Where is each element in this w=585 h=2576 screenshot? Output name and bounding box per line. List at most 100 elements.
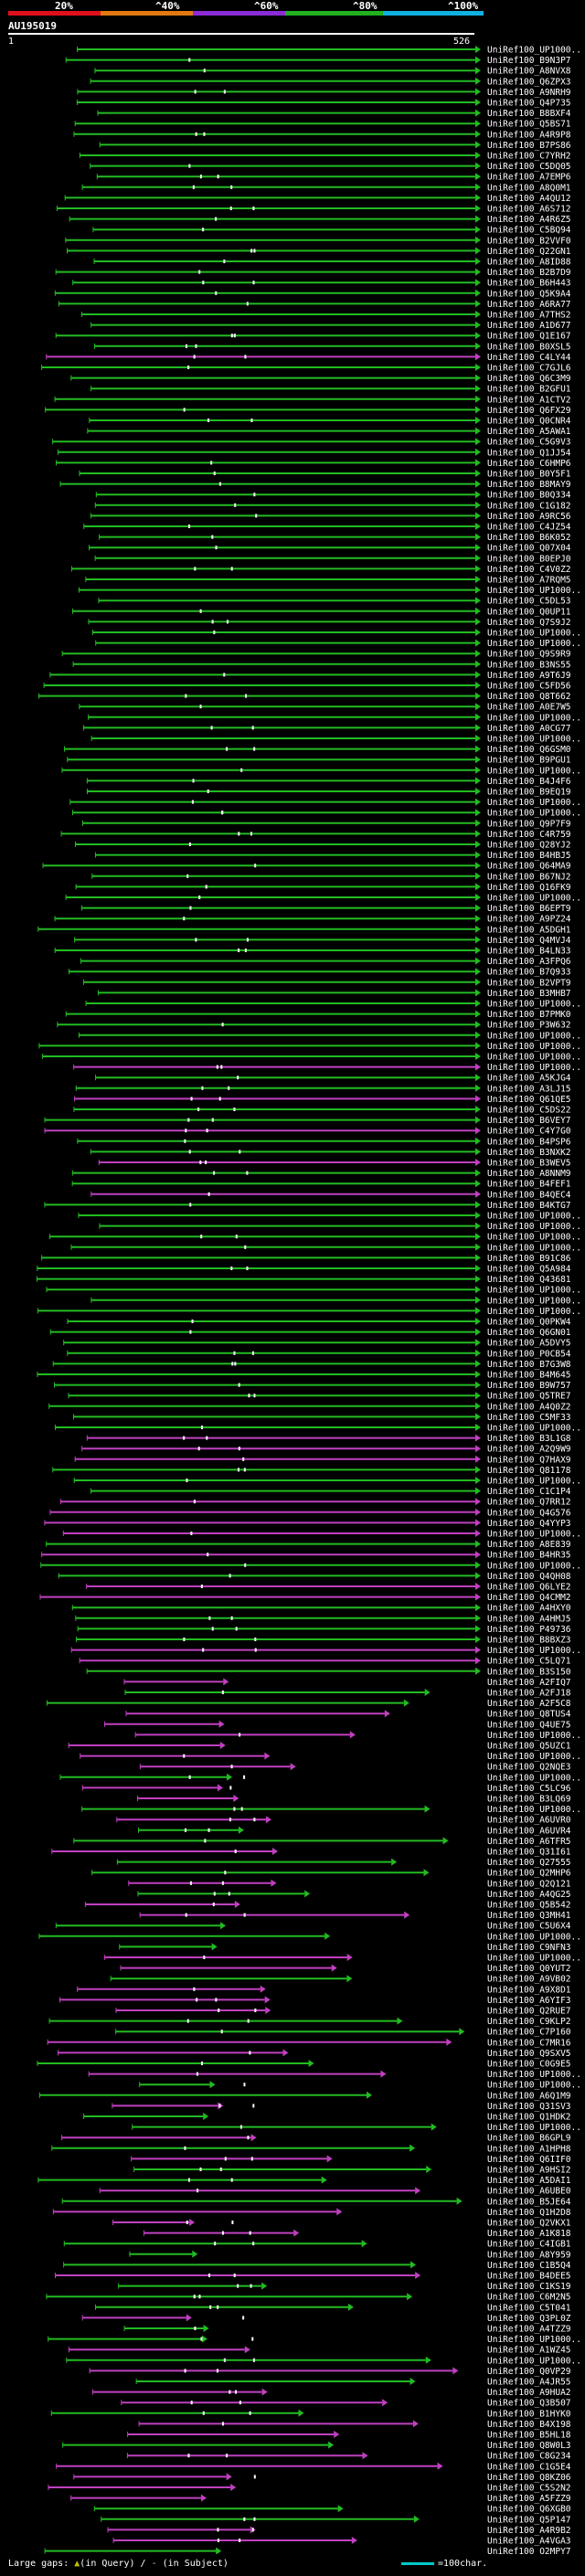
hit-label[interactable]: UniRef100_A6UVR4 [487, 1826, 571, 1836]
hit-label[interactable]: UniRef100_A8NVX8 [487, 67, 571, 77]
hit-label[interactable]: UniRef100_B7G3W8 [487, 1360, 571, 1370]
hit-label[interactable]: UniRef100_C5G9V3 [487, 438, 571, 448]
hit-label[interactable]: UniRef100_A0E7W5 [487, 703, 571, 713]
hit-label[interactable]: UniRef100_C0G9E5 [487, 2060, 571, 2070]
hit-label[interactable]: UniRef100_UP1000.. [487, 1805, 581, 1815]
hit-label[interactable]: UniRef100_C5T041 [487, 2303, 571, 2313]
hit-label[interactable]: UniRef100_A9NRH9 [487, 88, 571, 98]
hit-label[interactable]: UniRef100_UP1000.. [487, 1243, 581, 1253]
hit-label[interactable]: UniRef100_A0CG77 [487, 724, 571, 734]
hit-label[interactable]: UniRef100_A2Q9W9 [487, 1445, 571, 1455]
hit-label[interactable]: UniRef100_UP1000.. [487, 2123, 581, 2133]
hit-label[interactable]: UniRef100_C4IGB1 [487, 2240, 571, 2250]
hit-label[interactable]: UniRef100_B3NS55 [487, 660, 571, 670]
hit-label[interactable]: UniRef100_A4HXY0 [487, 1604, 571, 1614]
hit-label[interactable]: UniRef100_UP1000.. [487, 1031, 581, 1041]
hit-label[interactable]: UniRef100_C7GJL6 [487, 364, 571, 374]
hit-label[interactable]: UniRef100_B4HBJ5 [487, 851, 571, 861]
hit-label[interactable]: UniRef100_Q2NQE3 [487, 1763, 571, 1773]
hit-label[interactable]: UniRef100_C9NFN3 [487, 1943, 571, 1953]
hit-label[interactable]: UniRef100_UP1000.. [487, 1954, 581, 1964]
hit-label[interactable]: UniRef100_Q6C3M9 [487, 374, 571, 384]
hit-label[interactable]: UniRef100_Q28YJ2 [487, 841, 571, 851]
hit-label[interactable]: UniRef100_A1HPH8 [487, 2144, 571, 2154]
hit-label[interactable]: UniRef100_Q2MHP6 [487, 1869, 571, 1879]
hit-label[interactable]: UniRef100_Q4YYP3 [487, 1519, 571, 1529]
hit-label[interactable]: UniRef100_P3W632 [487, 1021, 571, 1031]
hit-label[interactable]: UniRef100_B4FEF1 [487, 1180, 571, 1190]
hit-label[interactable]: UniRef100_B0Q334 [487, 491, 571, 501]
hit-label[interactable]: UniRef100_UP1000.. [487, 2356, 581, 2366]
hit-label[interactable]: UniRef100_B9N3P7 [487, 56, 571, 66]
hit-label[interactable]: UniRef100_UP1000.. [487, 1731, 581, 1741]
hit-label[interactable]: UniRef100_C5DQ05 [487, 162, 571, 172]
hit-label[interactable]: UniRef100_Q5BS71 [487, 120, 571, 130]
hit-label[interactable]: UniRef100_A9RC56 [487, 512, 571, 522]
hit-label[interactable]: UniRef100_Q31I61 [487, 1848, 571, 1858]
hit-label[interactable]: UniRef100_A2FIQ7 [487, 1678, 571, 1688]
hit-label[interactable]: UniRef100_Q1E167 [487, 332, 571, 342]
hit-label[interactable]: UniRef100_B67NJ2 [487, 872, 571, 882]
hit-label[interactable]: UniRef100_A1D677 [487, 321, 571, 331]
hit-label[interactable]: UniRef100_UP1000.. [487, 1042, 581, 1052]
hit-label[interactable]: UniRef100_UP1000.. [487, 1222, 581, 1232]
hit-label[interactable]: UniRef100_C5BQ94 [487, 226, 571, 236]
hit-label[interactable]: UniRef100_UP1000.. [487, 1424, 581, 1434]
hit-label[interactable]: UniRef100_Q5UZC1 [487, 1742, 571, 1752]
hit-label[interactable]: UniRef100_C5U6X4 [487, 1922, 571, 1932]
hit-label[interactable]: UniRef100_UP1000.. [487, 639, 581, 649]
hit-label[interactable]: UniRef100_Q9SXV5 [487, 2049, 571, 2059]
hit-label[interactable]: UniRef100_Q81178 [487, 1466, 571, 1476]
hit-label[interactable]: UniRef100_UP1000.. [487, 2081, 581, 2091]
hit-label[interactable]: UniRef100_A3FPQ6 [487, 957, 571, 967]
hit-label[interactable]: UniRef100_A6TFR5 [487, 1837, 571, 1847]
hit-label[interactable]: UniRef100_A6YIF3 [487, 1996, 571, 2006]
hit-label[interactable]: UniRef100_Q6GN01 [487, 1328, 571, 1338]
hit-label[interactable]: UniRef100_A6UVR0 [487, 1816, 571, 1826]
hit-label[interactable]: UniRef100_B7Q933 [487, 968, 571, 978]
hit-label[interactable]: UniRef100_C4Y7G0 [487, 1127, 571, 1137]
hit-label[interactable]: UniRef100_Q1HDK2 [487, 2113, 571, 2123]
hit-label[interactable]: UniRef100_B4PSP6 [487, 1137, 571, 1147]
hit-label[interactable]: UniRef100_B3L1G8 [487, 1434, 571, 1444]
hit-label[interactable]: UniRef100_A5FZZ9 [487, 2494, 571, 2504]
hit-label[interactable]: UniRef100_B6H443 [487, 279, 571, 289]
hit-label[interactable]: UniRef100_UP1000.. [487, 1296, 581, 1306]
hit-label[interactable]: UniRef100_C5DL53 [487, 597, 571, 607]
hit-label[interactable]: UniRef100_A7RQM5 [487, 576, 571, 586]
hit-label[interactable]: UniRef100_Q0UP11 [487, 607, 571, 617]
hit-label[interactable]: UniRef100_Q8TUS4 [487, 1710, 571, 1720]
hit-label[interactable]: UniRef100_P49736 [487, 1625, 571, 1635]
hit-label[interactable]: UniRef100_B9PGU1 [487, 756, 571, 766]
hit-label[interactable]: UniRef100_C5S2N2 [487, 2484, 571, 2494]
hit-label[interactable]: UniRef100_B8BXF4 [487, 109, 571, 119]
hit-label[interactable]: UniRef100_UP1000.. [487, 1932, 581, 1942]
hit-label[interactable]: UniRef100_Q22GN1 [487, 247, 571, 257]
hit-label[interactable]: UniRef100_Q4P735 [487, 99, 571, 109]
hit-label[interactable]: UniRef100_Q61QE5 [487, 1095, 571, 1105]
hit-label[interactable]: UniRef100_UP1000.. [487, 766, 581, 776]
hit-label[interactable]: UniRef100_Q5TRE7 [487, 1392, 571, 1402]
hit-label[interactable]: UniRef100_Q7S9J2 [487, 618, 571, 628]
hit-label[interactable]: UniRef100_Q31SV3 [487, 2102, 571, 2112]
hit-label[interactable]: UniRef100_A4TZZ9 [487, 2325, 571, 2335]
hit-label[interactable]: UniRef100_C1G5E4 [487, 2462, 571, 2472]
hit-label[interactable]: UniRef100_Q0PKW4 [487, 1318, 571, 1328]
hit-label[interactable]: UniRef100_C4R759 [487, 830, 571, 840]
hit-label[interactable]: UniRef100_A7EMP6 [487, 173, 571, 183]
hit-label[interactable]: UniRef100_C7MR16 [487, 2038, 571, 2048]
hit-label[interactable]: UniRef100_B0XSL5 [487, 342, 571, 352]
hit-label[interactable]: UniRef100_B3MHB7 [487, 989, 571, 999]
hit-label[interactable]: UniRef100_A5DGH1 [487, 925, 571, 935]
hit-label[interactable]: UniRef100_P0CB54 [487, 1349, 571, 1359]
hit-label[interactable]: UniRef100_UP1000.. [487, 713, 581, 723]
hit-label[interactable]: UniRef100_C5FD56 [487, 682, 571, 692]
hit-label[interactable]: UniRef100_UP1000.. [487, 2070, 581, 2080]
hit-label[interactable]: UniRef100_B4M645 [487, 1371, 571, 1381]
hit-label[interactable]: UniRef100_B4HR35 [487, 1551, 571, 1561]
hit-label[interactable]: UniRef100_B2VPT9 [487, 978, 571, 988]
hit-label[interactable]: UniRef100_Q4MVJ4 [487, 936, 571, 946]
hit-label[interactable]: UniRef100_B1HYK0 [487, 2409, 571, 2419]
hit-label[interactable]: UniRef100_Q0CNR4 [487, 417, 571, 427]
hit-label[interactable]: UniRef100_A9HUA2 [487, 2388, 571, 2398]
